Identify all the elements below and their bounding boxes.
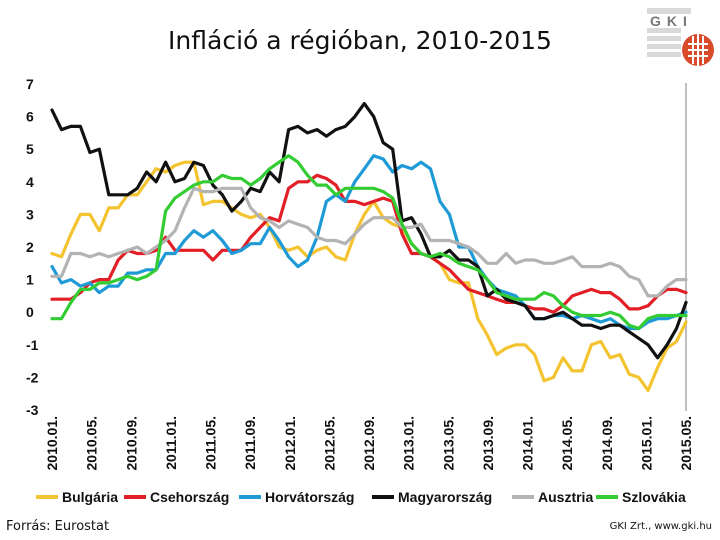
x-tick-label: 2011.01. xyxy=(163,416,179,470)
credit-note: GKI Zrt., www.gki.hu xyxy=(609,521,712,532)
plot-area xyxy=(45,83,688,411)
chart-title: Infláció a régióban, 2010-2015 xyxy=(168,26,552,55)
legend-label: Magyarország xyxy=(398,489,492,505)
x-tick-label: 2012.01. xyxy=(282,416,298,471)
x-tick-label: 2010.01. xyxy=(44,416,60,471)
x-tick-label: 2010.05. xyxy=(84,416,100,471)
series-line-szlovákia xyxy=(50,154,688,331)
x-tick-label: 2014.09. xyxy=(599,416,615,471)
x-tick-label: 2013.05. xyxy=(440,416,456,471)
source-note: Forrás: Eurostat xyxy=(6,519,110,534)
x-tick-label: 2013.09. xyxy=(480,416,496,471)
legend-label: Szlovákia xyxy=(622,489,686,505)
y-tick-label: 5 xyxy=(26,141,34,157)
x-tick-label: 2011.09. xyxy=(242,416,258,470)
x-tick-label: 2015.05. xyxy=(678,416,694,471)
gki-logo: GKI xyxy=(645,6,715,70)
logo-text: GKI xyxy=(650,13,693,29)
legend-label: Horvátország xyxy=(265,489,354,505)
series-line-ausztria xyxy=(50,186,688,298)
series-line-magyarország xyxy=(50,101,688,360)
x-tick-label: 2011.05. xyxy=(203,416,219,470)
y-tick-label: 1 xyxy=(26,272,34,288)
series-line-bulgária xyxy=(50,160,688,392)
x-tick-label: 2012.05. xyxy=(321,416,337,471)
x-tick-label: 2015.01. xyxy=(638,416,654,471)
series-line-csehország xyxy=(50,173,688,314)
y-tick-label: -2 xyxy=(26,369,39,385)
x-tick-label: 2013.01. xyxy=(401,416,417,471)
y-tick-label: 4 xyxy=(26,174,34,190)
legend-label: Bulgária xyxy=(62,489,118,505)
x-tick-label: 2014.01. xyxy=(520,416,536,471)
y-tick-label: 6 xyxy=(26,109,34,125)
y-tick-label: 7 xyxy=(26,76,34,92)
x-tick-label: 2010.09. xyxy=(123,416,139,471)
y-tick-label: -3 xyxy=(26,402,39,418)
x-tick-label: 2014.05. xyxy=(559,416,575,471)
y-tick-label: 3 xyxy=(26,206,34,222)
y-tick-label: 2 xyxy=(26,239,34,255)
legend-label: Ausztria xyxy=(538,489,593,505)
legend-label: Csehország xyxy=(150,489,229,505)
x-tick-label: 2012.09. xyxy=(361,416,377,471)
y-tick-label: 0 xyxy=(26,304,34,320)
y-tick-label: -1 xyxy=(26,337,39,353)
